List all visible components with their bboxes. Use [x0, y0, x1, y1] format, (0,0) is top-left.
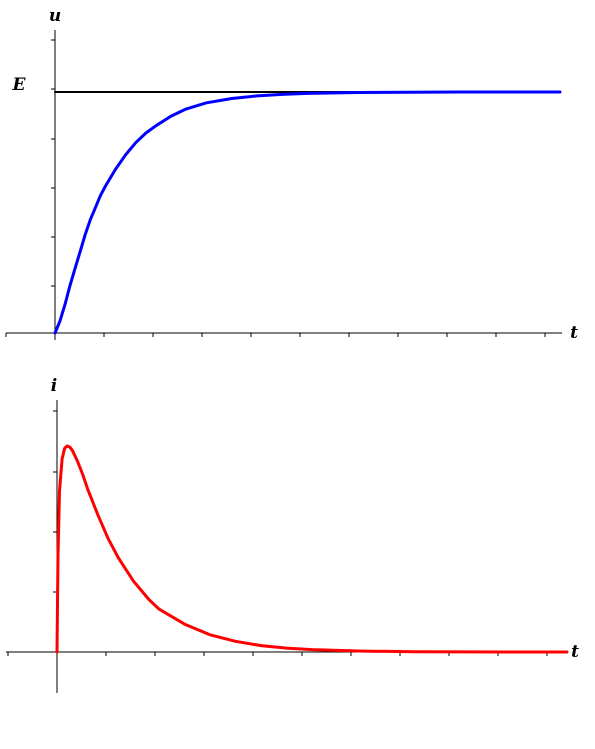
x-axis-label: t — [571, 642, 579, 662]
e-annotation-label: E — [12, 75, 27, 95]
u-curve — [53, 90, 562, 335]
bottom-panel: it — [6, 376, 579, 693]
y-axis-label: i — [51, 376, 57, 396]
x-axis-label: t — [570, 323, 578, 343]
top-panel: u t E — [5, 6, 578, 343]
y-axis-label: u — [49, 6, 61, 26]
i-curve — [55, 444, 569, 654]
